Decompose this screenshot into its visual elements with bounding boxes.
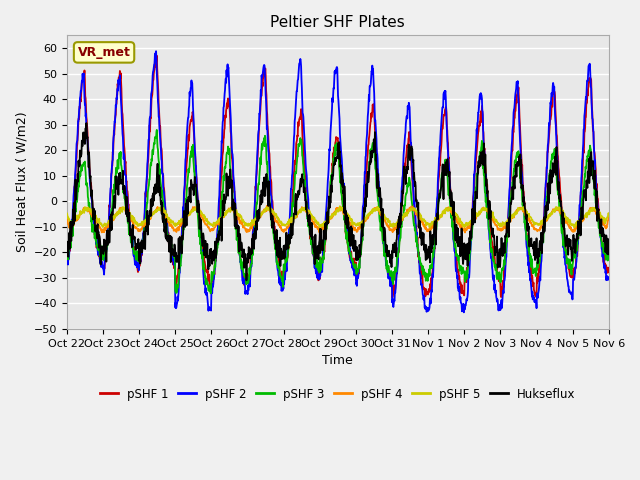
pSHF 4 <box>170 227 178 233</box>
pSHF 2 <box>605 276 612 281</box>
pSHF 4 <box>184 213 191 218</box>
Line: pSHF 4: pSHF 4 <box>67 206 609 232</box>
Line: pSHF 5: pSHF 5 <box>67 206 609 228</box>
pSHF 3 <box>63 256 70 262</box>
pSHF 3 <box>422 276 430 281</box>
pSHF 2 <box>171 261 179 267</box>
pSHF 5 <box>170 222 178 228</box>
pSHF 5 <box>184 211 191 217</box>
pSHF 3 <box>493 269 501 275</box>
Hukseflux <box>63 243 70 249</box>
pSHF 1 <box>541 189 549 195</box>
pSHF 1 <box>63 258 70 264</box>
pSHF 1 <box>388 295 396 300</box>
pSHF 5 <box>422 223 430 228</box>
pSHF 1 <box>605 268 612 274</box>
pSHF 2 <box>460 310 468 315</box>
pSHF 3 <box>171 251 179 256</box>
pSHF 2 <box>184 119 191 124</box>
pSHF 4 <box>461 229 469 235</box>
Line: pSHF 2: pSHF 2 <box>67 51 609 312</box>
pSHF 4 <box>63 214 70 220</box>
Line: pSHF 3: pSHF 3 <box>67 130 609 293</box>
pSHF 5 <box>493 220 501 226</box>
pSHF 5 <box>541 217 549 223</box>
Hukseflux <box>171 241 179 247</box>
pSHF 2 <box>493 296 501 302</box>
pSHF 1 <box>171 260 179 266</box>
pSHF 4 <box>493 225 501 231</box>
Text: VR_met: VR_met <box>77 46 131 59</box>
pSHF 2 <box>244 288 252 293</box>
Hukseflux <box>83 120 90 126</box>
pSHF 1 <box>184 145 191 151</box>
pSHF 2 <box>152 48 160 54</box>
Legend: pSHF 1, pSHF 2, pSHF 3, pSHF 4, pSHF 5, Hukseflux: pSHF 1, pSHF 2, pSHF 3, pSHF 4, pSHF 5, … <box>95 383 580 405</box>
pSHF 1 <box>153 53 161 59</box>
Hukseflux <box>243 277 250 283</box>
pSHF 3 <box>605 256 612 262</box>
Hukseflux <box>541 216 549 222</box>
pSHF 4 <box>422 227 430 232</box>
pSHF 1 <box>422 288 430 294</box>
Hukseflux <box>605 248 612 254</box>
Hukseflux <box>422 251 430 257</box>
pSHF 2 <box>541 196 549 202</box>
Hukseflux <box>493 260 501 265</box>
pSHF 4 <box>605 213 612 218</box>
X-axis label: Time: Time <box>323 354 353 367</box>
pSHF 5 <box>63 210 70 216</box>
pSHF 1 <box>493 270 501 276</box>
pSHF 5 <box>426 225 433 230</box>
pSHF 3 <box>184 176 191 182</box>
pSHF 3 <box>245 278 253 284</box>
pSHF 3 <box>541 213 549 219</box>
Hukseflux <box>184 211 191 217</box>
pSHF 4 <box>541 219 549 225</box>
pSHF 5 <box>244 223 252 229</box>
Title: Peltier SHF Plates: Peltier SHF Plates <box>271 15 405 30</box>
Hukseflux <box>245 244 253 250</box>
pSHF 4 <box>244 228 252 233</box>
Line: Hukseflux: Hukseflux <box>67 123 609 280</box>
Line: pSHF 1: pSHF 1 <box>67 56 609 298</box>
pSHF 3 <box>153 127 161 133</box>
pSHF 4 <box>263 203 271 209</box>
pSHF 2 <box>422 304 430 310</box>
pSHF 2 <box>63 258 70 264</box>
Y-axis label: Soil Heat Flux ( W/m2): Soil Heat Flux ( W/m2) <box>15 112 28 252</box>
pSHF 3 <box>207 290 214 296</box>
pSHF 5 <box>605 213 612 218</box>
pSHF 1 <box>244 279 252 285</box>
pSHF 5 <box>336 204 344 209</box>
